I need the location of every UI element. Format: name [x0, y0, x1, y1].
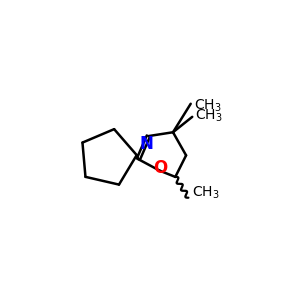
Text: CH$_3$: CH$_3$: [192, 185, 220, 201]
Text: CH$_3$: CH$_3$: [194, 97, 221, 113]
Text: N: N: [140, 135, 154, 153]
Text: O: O: [154, 159, 168, 177]
Text: CH$_3$: CH$_3$: [195, 107, 223, 124]
